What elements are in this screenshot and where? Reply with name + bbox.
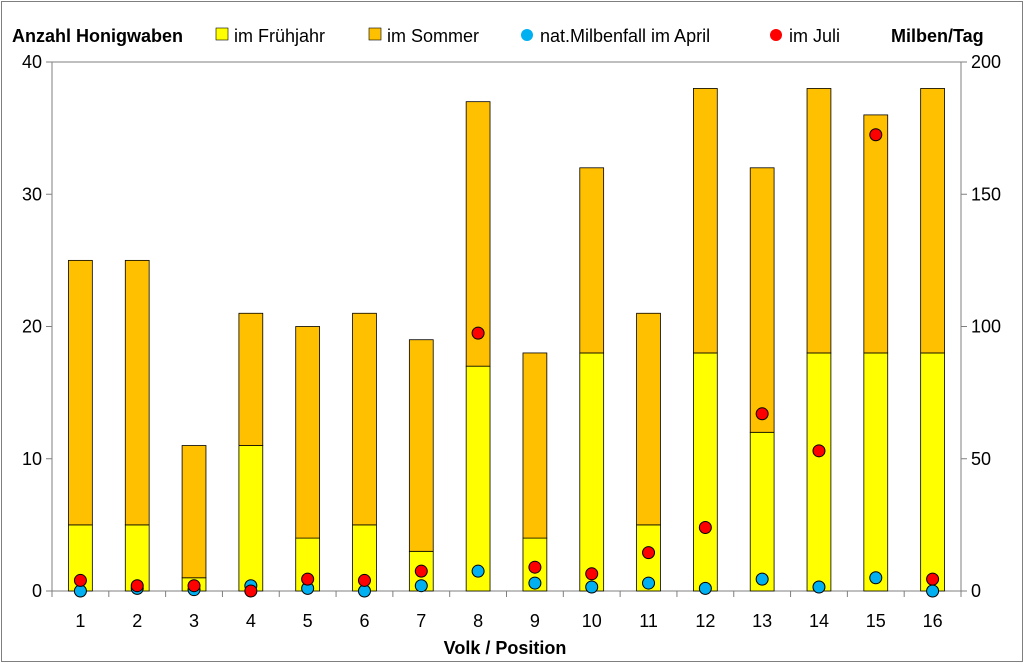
bar-sommer [465, 101, 491, 367]
point-juli [755, 407, 769, 421]
point-juli [698, 521, 712, 535]
x-tick-label: 1 [75, 611, 85, 631]
point-juli [301, 572, 315, 586]
x-tick-label: 9 [530, 611, 540, 631]
x-tick-label: 6 [359, 611, 369, 631]
point-april [755, 572, 769, 586]
bar-sommer [352, 312, 377, 526]
legend-marker-april [521, 29, 533, 41]
point-juli [528, 560, 542, 574]
point-juli [357, 573, 371, 587]
legend-swatch-sommer [368, 27, 382, 41]
bar-sommer [295, 326, 320, 539]
point-juli [869, 128, 883, 142]
x-tick-label: 3 [189, 611, 199, 631]
x-axis-title: Volk / Position [444, 638, 567, 658]
y-right-tick-label: 50 [971, 449, 991, 469]
x-tick-label: 13 [752, 611, 772, 631]
legend-label-juli: im Juli [789, 26, 840, 46]
x-tick-label: 10 [582, 611, 602, 631]
point-april [471, 564, 485, 578]
bar-fruehjahr [238, 445, 264, 592]
x-tick-label: 11 [639, 611, 658, 631]
y-right-tick-label: 150 [971, 184, 1001, 204]
point-april [642, 576, 656, 590]
x-tick-label: 8 [473, 611, 483, 631]
point-juli [130, 579, 144, 593]
point-juli [73, 573, 87, 587]
y-right-tick-label: 200 [971, 52, 1001, 72]
point-april [869, 571, 883, 585]
bar-sommer [806, 88, 832, 354]
bar-sommer [749, 167, 775, 433]
point-april [414, 579, 428, 593]
point-juli [244, 584, 258, 598]
y-left-tick-label: 20 [22, 317, 42, 337]
bar-sommer [408, 339, 434, 552]
legend-marker-juli [770, 29, 782, 41]
legend-swatch-fruehjahr [215, 27, 229, 41]
x-tick-label: 14 [809, 611, 829, 631]
bar-sommer [68, 259, 93, 526]
y-left-axis-title: Anzahl Honigwaben [12, 26, 183, 46]
y-left-tick-label: 40 [22, 52, 42, 72]
bar-sommer [522, 352, 548, 539]
point-juli [187, 579, 201, 593]
bar-sommer [636, 312, 661, 526]
y-right-tick-label: 100 [971, 317, 1001, 337]
x-tick-label: 2 [132, 611, 142, 631]
y-left-tick-label: 10 [22, 449, 42, 469]
point-juli [926, 572, 940, 586]
bar-sommer [579, 167, 605, 354]
y-right-tick-label: 0 [971, 581, 981, 601]
point-april [585, 580, 599, 594]
bar-sommer [238, 312, 264, 446]
bar-sommer [863, 114, 889, 354]
legend-label-april: nat.Milbenfall im April [540, 26, 710, 46]
point-juli [414, 564, 428, 578]
x-tick-label: 5 [303, 611, 313, 631]
x-tick-label: 12 [695, 611, 715, 631]
bar-sommer [920, 88, 945, 354]
point-april [528, 576, 542, 590]
bar-fruehjahr [749, 431, 775, 592]
bar-fruehjahr [920, 352, 945, 592]
bar-fruehjahr [806, 352, 832, 592]
y-left-tick-label: 0 [32, 581, 42, 601]
x-tick-label: 4 [246, 611, 256, 631]
legend-label-sommer: im Sommer [387, 26, 479, 46]
bar-sommer [124, 259, 150, 526]
y-left-tick-label: 30 [22, 184, 42, 204]
y-right-axis-title: Milben/Tag [891, 26, 984, 46]
point-juli [812, 444, 826, 458]
x-tick-label: 15 [866, 611, 886, 631]
x-tick-label: 16 [923, 611, 943, 631]
bar-fruehjahr [465, 365, 491, 592]
point-juli [642, 546, 656, 560]
bar-fruehjahr [579, 352, 605, 592]
x-tick-label: 7 [416, 611, 426, 631]
point-april [926, 584, 940, 598]
legend-label-fruehjahr: im Frühjahr [234, 26, 325, 46]
bar-sommer [693, 88, 718, 354]
bar-fruehjahr [863, 352, 889, 592]
point-april [698, 581, 712, 595]
point-juli [585, 567, 599, 581]
point-juli [471, 326, 485, 340]
bar-sommer [181, 445, 207, 579]
point-april [812, 580, 826, 594]
bar-fruehjahr [693, 352, 718, 592]
legend: Anzahl Honigwaben im Frühjahr im Sommer … [12, 26, 984, 46]
